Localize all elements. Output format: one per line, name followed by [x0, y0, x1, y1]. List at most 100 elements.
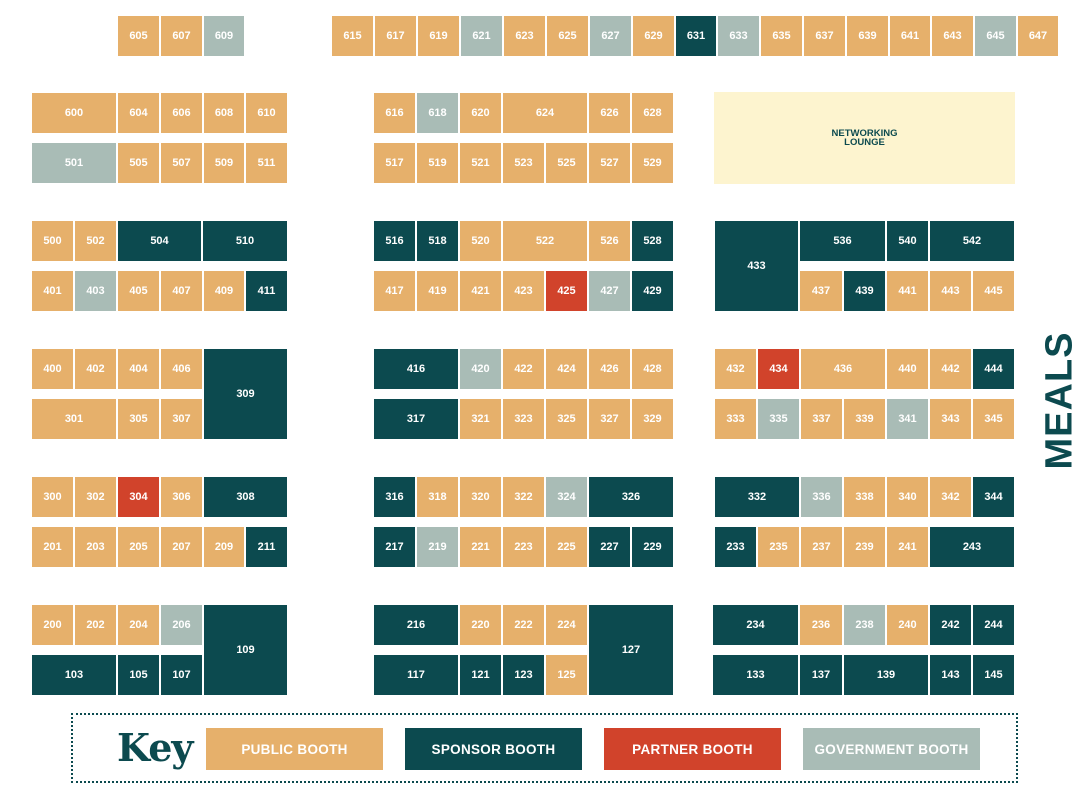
booth-423[interactable]: 423 — [502, 270, 545, 312]
booth-502[interactable]: 502 — [74, 220, 117, 262]
booth-121[interactable]: 121 — [459, 654, 502, 696]
booth-620[interactable]: 620 — [459, 92, 502, 134]
booth-639[interactable]: 639 — [846, 15, 889, 57]
booth-434[interactable]: 434 — [757, 348, 800, 390]
booth-203[interactable]: 203 — [74, 526, 117, 568]
booth-443[interactable]: 443 — [929, 270, 972, 312]
booth-234[interactable]: 234 — [712, 604, 799, 646]
booth-342[interactable]: 342 — [929, 476, 972, 518]
booth-143[interactable]: 143 — [929, 654, 972, 696]
booth-441[interactable]: 441 — [886, 270, 929, 312]
booth-625[interactable]: 625 — [546, 15, 589, 57]
booth-507[interactable]: 507 — [160, 142, 203, 184]
booth-623[interactable]: 623 — [503, 15, 546, 57]
booth-337[interactable]: 337 — [800, 398, 843, 440]
booth-217[interactable]: 217 — [373, 526, 416, 568]
booth-633[interactable]: 633 — [717, 15, 760, 57]
booth-606[interactable]: 606 — [160, 92, 203, 134]
booth-416[interactable]: 416 — [373, 348, 459, 390]
booth-519[interactable]: 519 — [416, 142, 459, 184]
booth-200[interactable]: 200 — [31, 604, 74, 646]
booth-432[interactable]: 432 — [714, 348, 757, 390]
booth-621[interactable]: 621 — [460, 15, 503, 57]
booth-436[interactable]: 436 — [800, 348, 886, 390]
booth-236[interactable]: 236 — [799, 604, 843, 646]
booth-123[interactable]: 123 — [502, 654, 545, 696]
booth-628[interactable]: 628 — [631, 92, 674, 134]
booth-241[interactable]: 241 — [886, 526, 929, 568]
booth-216[interactable]: 216 — [373, 604, 459, 646]
booth-536[interactable]: 536 — [799, 220, 886, 262]
booth-605[interactable]: 605 — [117, 15, 160, 57]
booth-322[interactable]: 322 — [502, 476, 545, 518]
booth-324[interactable]: 324 — [545, 476, 588, 518]
booth-206[interactable]: 206 — [160, 604, 203, 646]
booth-501[interactable]: 501 — [31, 142, 117, 184]
booth-325[interactable]: 325 — [545, 398, 588, 440]
booth-504[interactable]: 504 — [117, 220, 202, 262]
booth-635[interactable]: 635 — [760, 15, 803, 57]
booth-321[interactable]: 321 — [459, 398, 502, 440]
booth-444[interactable]: 444 — [972, 348, 1015, 390]
booth-211[interactable]: 211 — [245, 526, 288, 568]
booth-600[interactable]: 600 — [31, 92, 117, 134]
booth-527[interactable]: 527 — [588, 142, 631, 184]
booth-427[interactable]: 427 — [588, 270, 631, 312]
booth-209[interactable]: 209 — [203, 526, 245, 568]
booth-316[interactable]: 316 — [373, 476, 416, 518]
booth-405[interactable]: 405 — [117, 270, 160, 312]
booth-421[interactable]: 421 — [459, 270, 502, 312]
booth-233[interactable]: 233 — [714, 526, 757, 568]
booth-309[interactable]: 309 — [203, 348, 288, 440]
booth-424[interactable]: 424 — [545, 348, 588, 390]
booth-422[interactable]: 422 — [502, 348, 545, 390]
booth-302[interactable]: 302 — [74, 476, 117, 518]
booth-345[interactable]: 345 — [972, 398, 1015, 440]
booth-520[interactable]: 520 — [459, 220, 502, 262]
booth-221[interactable]: 221 — [459, 526, 502, 568]
booth-343[interactable]: 343 — [929, 398, 972, 440]
booth-624[interactable]: 624 — [502, 92, 588, 134]
booth-402[interactable]: 402 — [74, 348, 117, 390]
booth-618[interactable]: 618 — [416, 92, 459, 134]
booth-609[interactable]: 609 — [203, 15, 245, 57]
booth-307[interactable]: 307 — [160, 398, 203, 440]
booth-229[interactable]: 229 — [631, 526, 674, 568]
booth-615[interactable]: 615 — [331, 15, 374, 57]
booth-417[interactable]: 417 — [373, 270, 416, 312]
booth-238[interactable]: 238 — [843, 604, 886, 646]
booth-224[interactable]: 224 — [545, 604, 588, 646]
booth-222[interactable]: 222 — [502, 604, 545, 646]
booth-326[interactable]: 326 — [588, 476, 674, 518]
booth-227[interactable]: 227 — [588, 526, 631, 568]
booth-308[interactable]: 308 — [203, 476, 288, 518]
booth-420[interactable]: 420 — [459, 348, 502, 390]
booth-521[interactable]: 521 — [459, 142, 502, 184]
booth-201[interactable]: 201 — [31, 526, 74, 568]
booth-540[interactable]: 540 — [886, 220, 929, 262]
booth-500[interactable]: 500 — [31, 220, 74, 262]
booth-317[interactable]: 317 — [373, 398, 459, 440]
booth-339[interactable]: 339 — [843, 398, 886, 440]
booth-604[interactable]: 604 — [117, 92, 160, 134]
booth-426[interactable]: 426 — [588, 348, 631, 390]
booth-329[interactable]: 329 — [631, 398, 674, 440]
booth-202[interactable]: 202 — [74, 604, 117, 646]
booth-425[interactable]: 425 — [545, 270, 588, 312]
booth-637[interactable]: 637 — [803, 15, 846, 57]
booth-340[interactable]: 340 — [886, 476, 929, 518]
booth-641[interactable]: 641 — [889, 15, 931, 57]
booth-526[interactable]: 526 — [588, 220, 631, 262]
booth-341[interactable]: 341 — [886, 398, 929, 440]
booth-219[interactable]: 219 — [416, 526, 459, 568]
booth-619[interactable]: 619 — [417, 15, 460, 57]
booth-332[interactable]: 332 — [714, 476, 800, 518]
booth-145[interactable]: 145 — [972, 654, 1015, 696]
booth-440[interactable]: 440 — [886, 348, 929, 390]
booth-117[interactable]: 117 — [373, 654, 459, 696]
booth-505[interactable]: 505 — [117, 142, 160, 184]
booth-518[interactable]: 518 — [416, 220, 459, 262]
booth-643[interactable]: 643 — [931, 15, 974, 57]
booth-137[interactable]: 137 — [799, 654, 843, 696]
booth-401[interactable]: 401 — [31, 270, 74, 312]
